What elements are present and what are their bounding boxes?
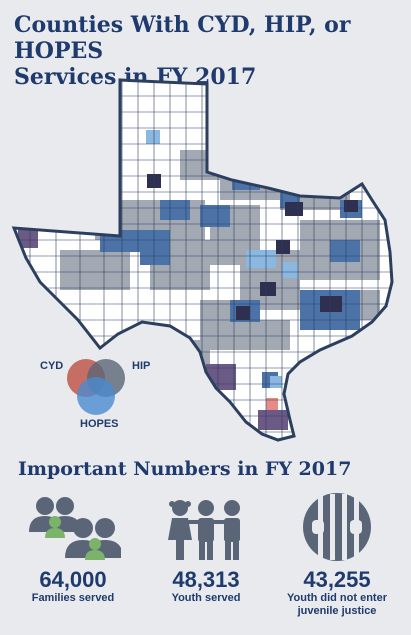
families-count: 64,000 bbox=[39, 567, 107, 592]
cyd-label: CYD bbox=[40, 360, 64, 372]
purple-regions bbox=[18, 228, 288, 430]
page-title: Counties With CYD, HIP, or HOPES Service… bbox=[14, 12, 404, 90]
stat-youth: 48,313 Youth served bbox=[141, 490, 271, 605]
justice-label-line-1: Youth did not enter bbox=[286, 592, 387, 604]
youth-icon bbox=[141, 490, 271, 562]
numbers-title: Important Numbers in FY 2017 bbox=[18, 458, 352, 480]
light-blue-regions bbox=[146, 130, 298, 388]
hopes-circle bbox=[77, 377, 115, 415]
cyd-only-region bbox=[266, 398, 278, 410]
hip-label: HIP bbox=[132, 360, 151, 372]
youth-label: Youth served bbox=[171, 592, 241, 604]
stat-families: 64,000 Families served bbox=[8, 490, 138, 605]
hopes-label: HOPES bbox=[80, 418, 119, 430]
youth-count: 48,313 bbox=[172, 567, 240, 592]
stat-justice: 43,255 Youth did not enter juvenile just… bbox=[272, 490, 402, 618]
families-icon bbox=[8, 490, 138, 562]
texas-county-map: CYD HIP HOPES bbox=[0, 74, 411, 454]
all-services-regions bbox=[147, 174, 358, 320]
families-label: Families served bbox=[31, 592, 115, 604]
justice-label-line-2: juvenile justice bbox=[297, 605, 377, 617]
title-line-1: Counties With CYD, HIP, or HOPES bbox=[14, 12, 351, 64]
justice-count: 43,255 bbox=[303, 567, 371, 592]
venn-legend bbox=[67, 359, 125, 415]
jail-bars-icon bbox=[272, 490, 402, 562]
